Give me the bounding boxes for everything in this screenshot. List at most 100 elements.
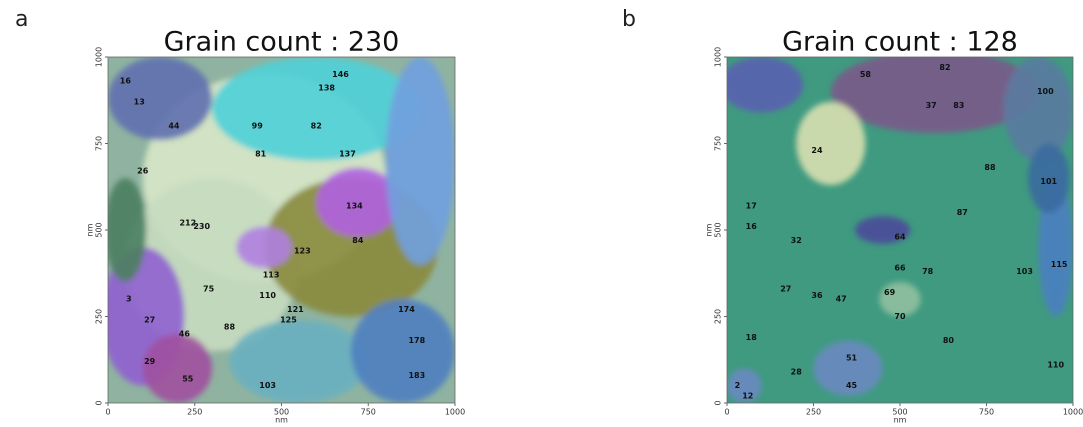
grain-label: 69: [884, 288, 896, 297]
grain-label: 58: [860, 70, 872, 79]
grain-region: [830, 57, 1039, 134]
grain-label: 24: [811, 146, 823, 155]
x-tick-label: 250: [187, 408, 202, 417]
y-tick-label: 1000: [95, 47, 104, 67]
grain-label: 101: [1040, 177, 1057, 186]
grain-region: [1028, 143, 1070, 213]
grain-region: [879, 281, 921, 317]
grain-label: 121: [287, 305, 304, 314]
grain-label: 70: [894, 312, 906, 321]
grain-region: [813, 340, 883, 397]
grain-label: 103: [1016, 267, 1033, 276]
grain-label: 82: [311, 122, 322, 131]
x-tick-label: 750: [361, 408, 376, 417]
x-tick-label: 1000: [445, 408, 465, 417]
x-tick-label: 0: [724, 408, 729, 417]
y-tick-label: 750: [95, 136, 104, 151]
grain-region: [1003, 57, 1073, 161]
grain-label: 146: [332, 70, 349, 79]
panel-letter: b: [622, 7, 636, 32]
x-axis-label: nm: [275, 416, 288, 424]
grain-label: 110: [259, 291, 276, 300]
grain-label: 51: [846, 354, 858, 363]
grain-label: 32: [791, 236, 802, 245]
grain-label: 100: [1037, 87, 1054, 96]
grain-label: 212: [179, 219, 196, 228]
y-tick-label: 500: [714, 222, 723, 237]
grain-label: 134: [346, 201, 363, 210]
grain-label: 18: [746, 333, 758, 342]
grain-region: [796, 101, 866, 186]
y-tick-label: 750: [714, 136, 723, 151]
x-tick-label: 1000: [1063, 408, 1083, 417]
y-tick-label: 0: [714, 400, 723, 405]
grain-label: 16: [120, 77, 132, 86]
grain-label: 123: [294, 246, 311, 255]
y-tick-label: 0: [95, 400, 104, 405]
grain-label: 13: [134, 97, 145, 106]
grain-label: 88: [224, 322, 236, 331]
grain-label: 138: [318, 84, 335, 93]
grain-region: [350, 299, 455, 403]
grain-label: 44: [168, 122, 180, 131]
grain-region: [1038, 178, 1073, 317]
grain-region: [212, 57, 421, 161]
grain-label: 125: [280, 315, 297, 324]
grain-label: 83: [953, 101, 964, 110]
grain-label: 103: [259, 381, 276, 390]
y-tick-label: 1000: [714, 47, 723, 67]
grain-label: 84: [352, 236, 364, 245]
grain-label: 29: [144, 357, 156, 366]
x-tick-label: 750: [979, 408, 994, 417]
grain-label: 46: [179, 329, 191, 338]
y-axis-label: nm: [86, 223, 95, 236]
grain-label: 36: [811, 291, 823, 300]
grain-label: 137: [339, 149, 356, 158]
grain-label: 88: [984, 163, 996, 172]
grain-region: [727, 368, 762, 403]
grain-label: 64: [894, 232, 906, 241]
grain-label: 81: [255, 149, 267, 158]
grain-region: [236, 226, 292, 269]
grain-region: [108, 178, 147, 282]
grain-label: 82: [939, 63, 950, 72]
grain-label: 26: [137, 167, 149, 176]
grain-blobs: [727, 57, 1073, 403]
grain-label: 80: [943, 336, 955, 345]
grain-label: 45: [846, 381, 858, 390]
panel-title: Grain count : 128: [782, 27, 1018, 58]
grain-region: [727, 57, 804, 113]
x-tick-label: 500: [274, 408, 289, 417]
grain-region: [855, 216, 911, 244]
panel-letter: a: [15, 7, 28, 32]
y-tick-label: 500: [95, 222, 104, 237]
y-tick-label: 250: [95, 309, 104, 324]
grain-label: 174: [398, 305, 415, 314]
grain-label: 178: [408, 336, 425, 345]
x-tick-label: 0: [105, 408, 110, 417]
x-axis-label: nm: [894, 416, 907, 424]
grain-label: 27: [780, 284, 791, 293]
grain-label: 230: [193, 222, 210, 231]
grain-label: 87: [957, 208, 968, 217]
grain-label: 110: [1047, 360, 1064, 369]
grain-label: 115: [1051, 260, 1068, 269]
grain-region: [108, 57, 213, 141]
grain-label: 16: [746, 222, 758, 231]
grain-label: 113: [263, 270, 280, 279]
grain-label: 2: [735, 381, 741, 390]
y-tick-label: 250: [714, 309, 723, 324]
grain-label: 28: [791, 367, 803, 376]
grain-label: 99: [252, 122, 264, 131]
grain-label: 12: [742, 392, 753, 401]
grain-region: [229, 319, 369, 403]
grain-label: 75: [203, 284, 215, 293]
grain-label: 47: [836, 295, 847, 304]
y-axis-label: nm: [705, 223, 714, 236]
grain-region: [316, 167, 400, 237]
panel-title: Grain count : 230: [164, 27, 400, 58]
x-tick-label: 500: [892, 408, 907, 417]
